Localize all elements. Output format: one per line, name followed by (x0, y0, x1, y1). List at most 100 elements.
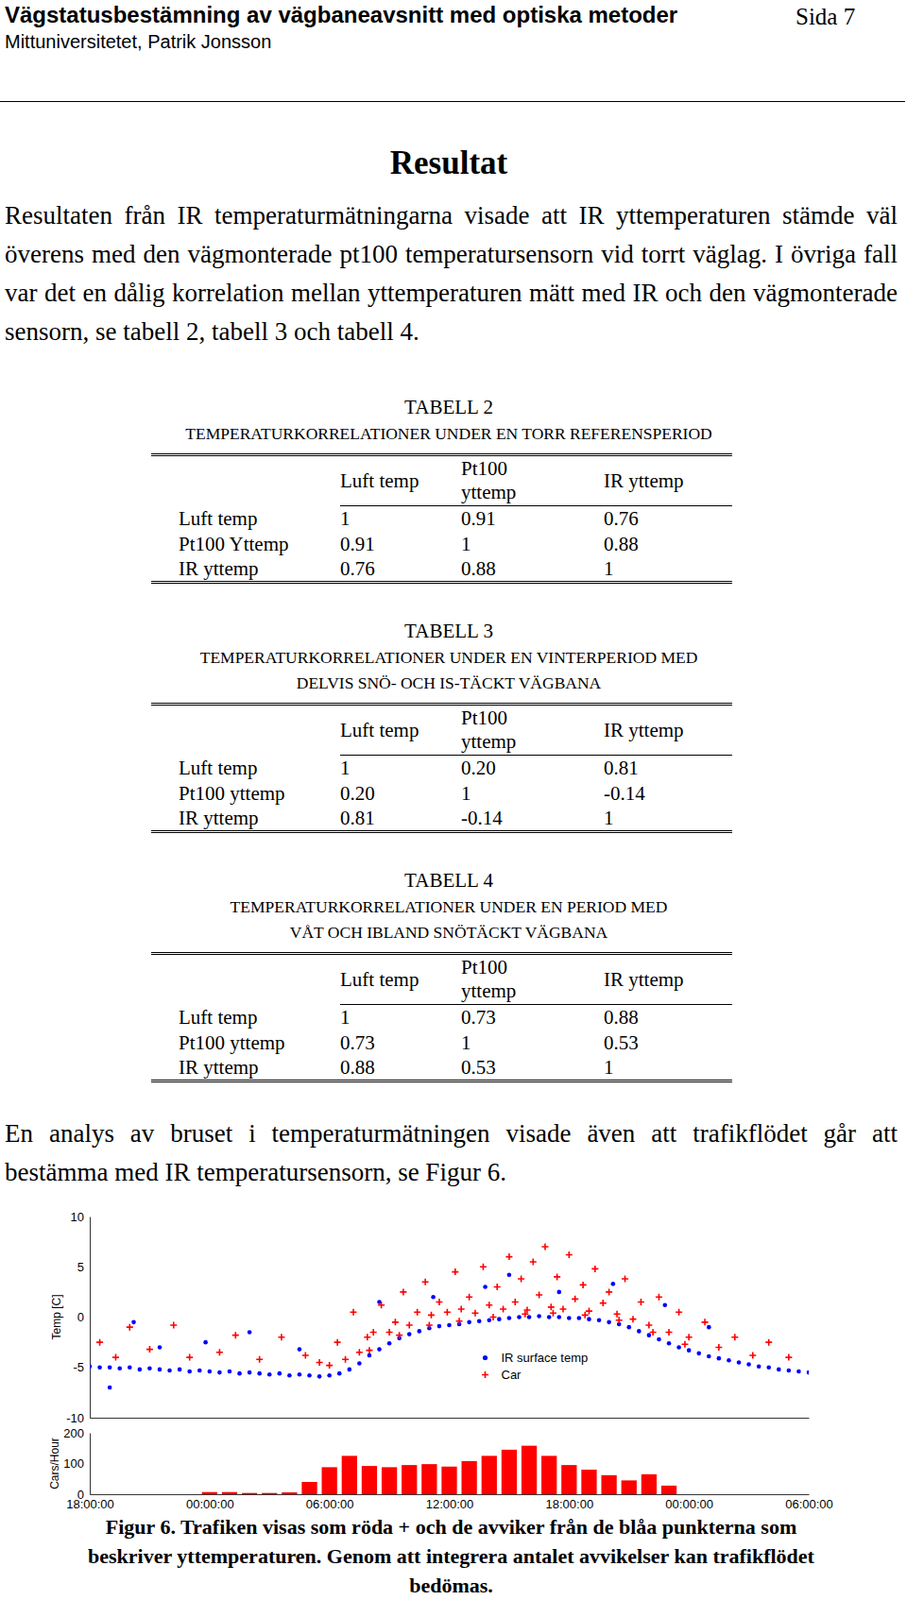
row-label: Pt100 yttemp (151, 1030, 341, 1057)
point (277, 1371, 283, 1377)
paragraph: En analys av bruset i temperaturmätninge… (4, 1114, 898, 1193)
series (96, 1243, 792, 1370)
point (577, 1316, 582, 1321)
tick: 5 (77, 1260, 90, 1275)
point (157, 1368, 163, 1373)
header-cell: Pt100yttemp (461, 954, 604, 1006)
point (479, 1264, 487, 1271)
point (326, 1373, 332, 1379)
axis: 18:00:0000:00:0006:00:0012:00:0018:00:00… (66, 1494, 834, 1512)
point (507, 1272, 513, 1278)
point (536, 1314, 542, 1319)
figure-caption: beskriver yttemperaturen. Genom att inte… (0, 1544, 903, 1570)
point (597, 1317, 602, 1323)
point (477, 1318, 482, 1324)
table-cell: 0.53 (461, 1056, 604, 1082)
point (407, 1332, 412, 1337)
point (715, 1344, 722, 1352)
point (197, 1369, 203, 1374)
axis (90, 1418, 810, 1420)
point (342, 1356, 349, 1364)
point (186, 1354, 193, 1362)
point (131, 1320, 137, 1326)
table-cell: 1 (340, 1005, 462, 1031)
table-cell: 1 (461, 1030, 604, 1057)
point (316, 1359, 324, 1367)
point (386, 1329, 394, 1336)
point (547, 1303, 555, 1311)
point (636, 1329, 642, 1335)
tick-label: 100 (63, 1456, 85, 1472)
header-cell: IR yttemp (603, 954, 733, 1006)
point (701, 1318, 709, 1326)
tick-label: 0 (77, 1310, 85, 1325)
point (666, 1329, 673, 1336)
point (736, 1360, 742, 1366)
point (656, 1337, 662, 1343)
table-cell: 0.88 (603, 531, 733, 558)
axis-line (90, 1494, 810, 1496)
header-cell (151, 704, 341, 756)
header-text: Pt100 (461, 956, 604, 980)
tick-label: 18:00:00 (66, 1497, 115, 1512)
row-label: IR yttemp (151, 1056, 341, 1082)
tick-label: 10 (70, 1210, 85, 1225)
point (247, 1330, 253, 1335)
bar (621, 1480, 637, 1495)
table-cell: -0.14 (603, 781, 733, 807)
table-caption: VÅT OCH IBLAND SNÖTÄCKT VÄGBANA (0, 923, 898, 943)
page-number: Sida 7 (795, 3, 856, 31)
point (494, 1283, 501, 1291)
legend: IR surface tempCar (481, 1351, 588, 1383)
table-head: Luft tempPt100yttempIR yttemp (151, 704, 733, 756)
point (406, 1322, 413, 1330)
bar (281, 1492, 297, 1495)
point (556, 1315, 562, 1320)
axis: 0100200 (63, 1426, 90, 1503)
bar (401, 1465, 417, 1495)
correlation-table: Luft tempPt100yttempIR yttempLuft temp10… (151, 952, 733, 1083)
table-cell: 1 (461, 531, 604, 558)
point (217, 1370, 223, 1376)
point (580, 1282, 587, 1289)
point (686, 1348, 692, 1353)
table-row: Pt100 Yttemp0.9110.88 (151, 531, 733, 558)
table-body: Luft temp10.200.81Pt100 yttemp0.201-0.14… (151, 755, 733, 833)
point (456, 1317, 463, 1325)
point (549, 1310, 557, 1318)
bar (521, 1446, 537, 1495)
point (112, 1354, 120, 1362)
tick: 00:00:00 (665, 1494, 714, 1512)
point (347, 1368, 353, 1373)
tick-label: 00:00:00 (186, 1497, 235, 1512)
table-cell: 1 (603, 806, 733, 833)
point (650, 1329, 657, 1336)
point (521, 1311, 529, 1318)
point (97, 1365, 103, 1370)
point (530, 1258, 537, 1266)
header-text: yttemp (461, 480, 604, 505)
point (203, 1340, 208, 1346)
point (170, 1322, 177, 1330)
tick: -5 (72, 1360, 90, 1375)
point (565, 1251, 573, 1259)
point (566, 1316, 572, 1321)
point (731, 1334, 738, 1341)
point (717, 1356, 722, 1362)
bar (202, 1492, 218, 1495)
table-label: TABELL 2 (0, 395, 898, 420)
table-row: IR yttemp0.81-0.141 (151, 806, 733, 833)
point (137, 1368, 143, 1373)
table-row: Pt100 yttemp0.201-0.14 (151, 781, 733, 807)
table-head: Luft tempPt100yttempIR yttemp (151, 954, 733, 1006)
tick-label: 12:00:00 (426, 1497, 475, 1512)
tick-label: -5 (72, 1360, 85, 1375)
point (256, 1371, 262, 1377)
point (287, 1373, 292, 1379)
bar (462, 1461, 478, 1495)
point (756, 1364, 762, 1370)
header-row: Luft tempPt100yttempIR yttemp (151, 704, 733, 756)
legend-label: Car (501, 1368, 523, 1383)
header-cell (151, 954, 341, 1006)
point (507, 1316, 513, 1321)
